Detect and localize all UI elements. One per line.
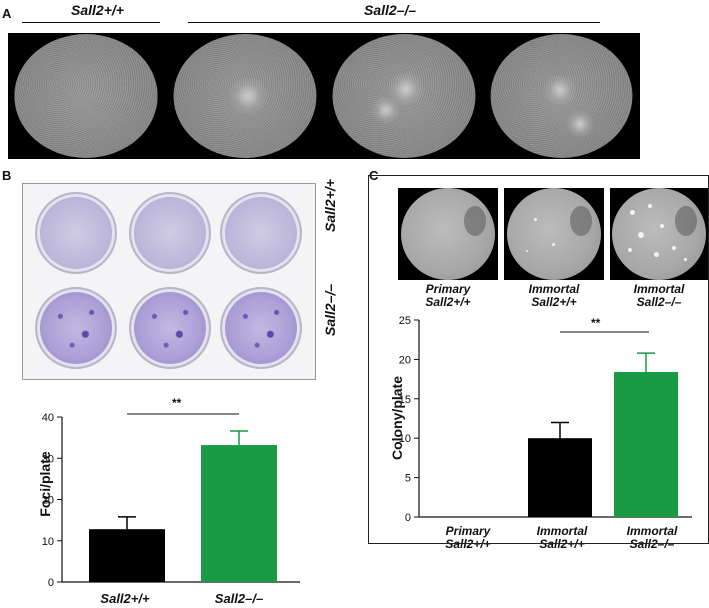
y-tick-label: 20: [399, 354, 411, 366]
panel-b-letter: B: [2, 168, 12, 183]
chart-b-xlabel-wt: Sall2+/+: [100, 591, 150, 606]
caption-line1: Primary: [425, 282, 471, 296]
bar: [528, 438, 592, 517]
micrograph-ko-2: [325, 33, 483, 159]
colony-image-immortal-ko: [610, 188, 709, 280]
xlabel-line1: Immortal: [536, 524, 588, 538]
xlabel-line1: Immortal: [626, 524, 678, 538]
y-tick-label: 25: [399, 315, 411, 327]
panel-c-frame: [368, 175, 709, 544]
y-tick-label: 30: [42, 453, 54, 465]
chart-b-significance: **: [172, 396, 182, 410]
y-tick-label: 10: [399, 433, 411, 445]
panel-a-ko-label: Sall2–/–: [364, 2, 417, 18]
y-tick-label: 5: [405, 473, 411, 485]
caption-line1: Immortal: [528, 282, 580, 296]
bar: [89, 529, 165, 582]
image-caption-immortal-wt: Immortal Sall2+/+: [514, 283, 594, 309]
chart-b-xlabel-ko: Sall2–/–: [214, 591, 264, 606]
caption-line2: Sall2+/+: [425, 295, 471, 309]
chart-c: 0 5 10 15 20 25: [399, 315, 692, 524]
micrograph-ko-3: [483, 33, 640, 159]
xlabel-line2: Sall2+/+: [539, 537, 585, 551]
y-tick-label: 0: [48, 577, 54, 589]
colony-image-immortal-wt: [504, 188, 604, 280]
caption-line2: Sall2+/+: [531, 295, 577, 309]
micrograph-ko-1: [166, 33, 325, 159]
crystal-violet-plates: [22, 183, 316, 380]
xlabel-line2: Sall2–/–: [629, 537, 675, 551]
chart-c-xlabel-immortal-wt: Immortal Sall2+/+: [522, 525, 602, 551]
bar: [201, 445, 277, 582]
panel-a-wt-bracket: [22, 22, 160, 23]
y-tick-label: 15: [399, 394, 411, 406]
panel-a-ko-bracket: [188, 22, 600, 23]
chart-c-significance: **: [591, 316, 601, 330]
row-label-wt: Sall2+/+: [322, 179, 338, 232]
chart-c-xlabel-immortal-ko: Immortal Sall2–/–: [612, 525, 692, 551]
bar: [614, 372, 678, 517]
image-caption-immortal-ko: Immortal Sall2–/–: [619, 283, 699, 309]
caption-line1: Immortal: [633, 282, 685, 296]
y-tick-label: 0: [405, 512, 411, 524]
row-label-ko: Sall2–/–: [322, 283, 338, 336]
panel-a-letter: A: [2, 6, 12, 21]
chart-b: 0 10 20 30 40: [42, 412, 300, 589]
panel-a-wt-label: Sall2+/+: [71, 2, 124, 18]
y-tick-label: 20: [42, 495, 54, 507]
micrograph-wt: [8, 33, 166, 159]
xlabel-line1: Primary: [445, 524, 491, 538]
xlabel-line2: Sall2+/+: [445, 537, 491, 551]
chart-c-xlabel-primary-wt: Primary Sall2+/+: [428, 525, 508, 551]
image-caption-primary-wt: Primary Sall2+/+: [408, 283, 488, 309]
caption-line2: Sall2–/–: [636, 295, 682, 309]
colony-image-primary-wt: [398, 188, 498, 280]
y-tick-label: 10: [42, 536, 54, 548]
y-tick-label: 40: [42, 412, 54, 424]
